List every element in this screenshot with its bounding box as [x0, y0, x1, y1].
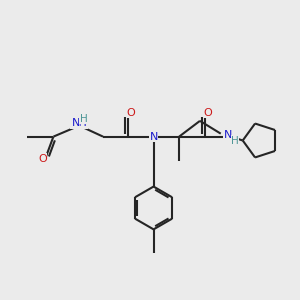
Text: O: O — [126, 108, 135, 118]
Text: H: H — [80, 114, 88, 124]
Text: O: O — [204, 108, 212, 118]
Text: O: O — [38, 154, 47, 164]
Text: NH: NH — [71, 118, 88, 128]
Text: N: N — [71, 118, 80, 128]
Text: H: H — [231, 136, 239, 146]
Text: N: N — [149, 132, 158, 142]
Text: N: N — [224, 130, 232, 140]
